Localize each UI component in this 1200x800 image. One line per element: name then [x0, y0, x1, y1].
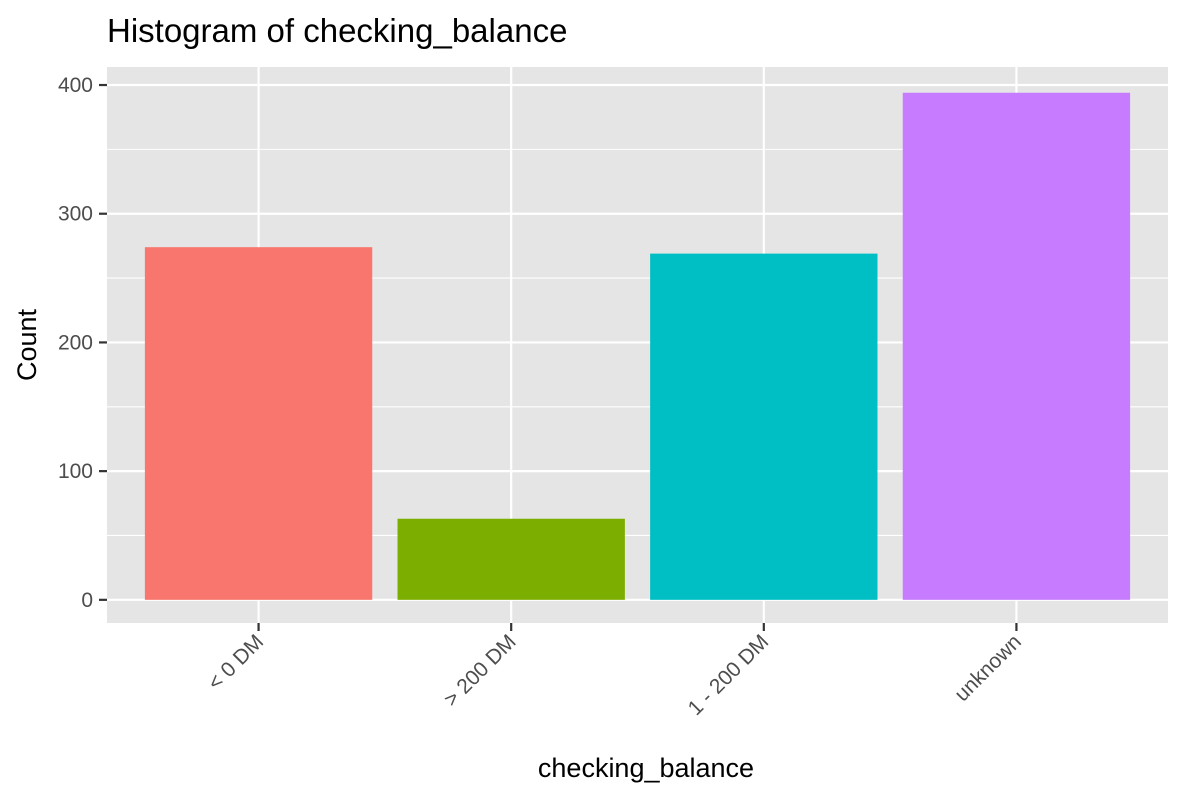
y-tick-label: 0	[81, 589, 93, 612]
chart-title: Histogram of checking_balance	[107, 12, 567, 49]
x-axis: < 0 DM > 200 DM 1 - 200 DM unknown	[204, 623, 1026, 720]
x-tick-label: unknown	[950, 630, 1026, 706]
x-tick-label: < 0 DM	[204, 630, 269, 695]
y-tick-label: 100	[58, 460, 93, 483]
bar	[902, 92, 1131, 600]
x-tick-label: 1 - 200 DM	[684, 630, 774, 720]
y-tick-label: 300	[58, 203, 93, 226]
bar	[650, 253, 878, 600]
y-axis-title: Count	[12, 308, 42, 381]
bar	[397, 518, 625, 600]
bar	[144, 247, 373, 600]
bars	[144, 92, 1131, 600]
y-tick-label: 200	[58, 331, 93, 354]
x-tick-label: > 200 DM	[440, 630, 521, 711]
x-axis-title: checking_balance	[538, 753, 754, 783]
y-axis: 0 100 200 300 400	[58, 74, 107, 612]
y-tick-label: 400	[58, 74, 93, 97]
